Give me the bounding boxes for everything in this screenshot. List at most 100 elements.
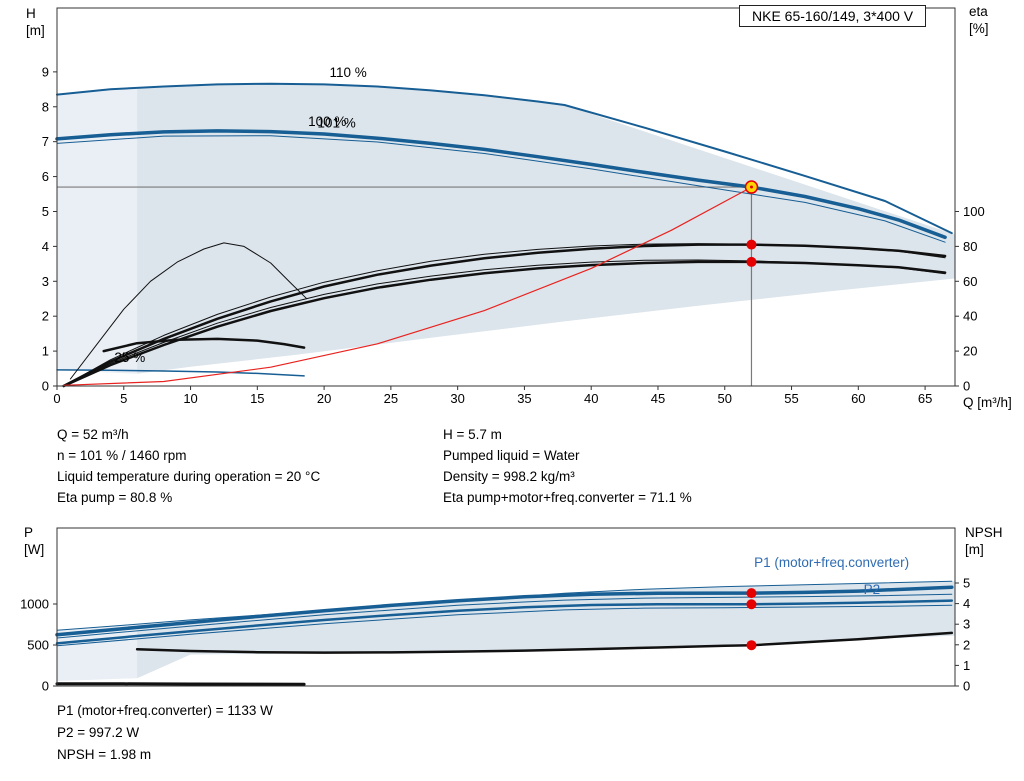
y-right-tick-label: 0 bbox=[963, 679, 970, 694]
x-tick-label: 30 bbox=[450, 391, 464, 406]
result-line: Pumped liquid = Water bbox=[443, 448, 580, 463]
eta-arc-small bbox=[69, 242, 308, 380]
y-left-tick-label: 1000 bbox=[20, 597, 49, 612]
axis-title-npsh-symbol: NPSH bbox=[965, 525, 1003, 540]
result-line: Eta pump+motor+freq.converter = 71.1 % bbox=[443, 490, 692, 505]
y-left-tick-label: 2 bbox=[42, 309, 49, 324]
y-right-tick-label: 1 bbox=[963, 658, 970, 673]
y-right-tick-label: 80 bbox=[963, 239, 977, 254]
y-right-tick-label: 4 bbox=[963, 596, 970, 611]
axis-title-h: H [m] bbox=[26, 5, 45, 39]
y-left-tick-label: 5 bbox=[42, 204, 49, 219]
y-right-tick-label: 3 bbox=[963, 617, 970, 632]
y-right-tick-label: 60 bbox=[963, 274, 977, 289]
result-line: Liquid temperature during operation = 20… bbox=[57, 469, 321, 484]
axis-title-q: Q [m³/h] bbox=[963, 395, 1012, 410]
y-right-tick-label: 20 bbox=[963, 344, 977, 359]
x-tick-label: 65 bbox=[918, 391, 932, 406]
y-left-tick-label: 6 bbox=[42, 169, 49, 184]
x-tick-label: 10 bbox=[183, 391, 197, 406]
x-tick-label: 35 bbox=[517, 391, 531, 406]
axis-title-p-symbol: P bbox=[24, 525, 34, 540]
x-tick-label: 25 bbox=[384, 391, 398, 406]
eta-pump bbox=[62, 243, 947, 388]
speed-envelope bbox=[137, 83, 955, 374]
axis-title-p-unit: [W] bbox=[24, 542, 45, 557]
duty-results-left: Q = 52 m³/h n = 101 % / 1460 rpm Liquid te… bbox=[57, 424, 320, 508]
duty-point-center bbox=[749, 185, 753, 189]
x-tick-label: 45 bbox=[651, 391, 665, 406]
result-line: Density = 998.2 kg/m³ bbox=[443, 469, 575, 484]
x-tick-label: 20 bbox=[317, 391, 331, 406]
x-tick-label: 60 bbox=[851, 391, 865, 406]
result-line: n = 101 % / 1460 rpm bbox=[57, 448, 187, 463]
eta-25pct bbox=[102, 337, 306, 353]
y-left-tick-label: 4 bbox=[42, 239, 49, 254]
p1 bbox=[55, 585, 954, 637]
power-npsh-chart-frame bbox=[56, 527, 956, 687]
qh-eta-chart-frame bbox=[56, 7, 956, 387]
x-tick-label: 40 bbox=[584, 391, 598, 406]
npsh bbox=[135, 631, 954, 654]
curve-label: P2 bbox=[864, 582, 881, 597]
y-left-tick-label: 0 bbox=[42, 679, 49, 694]
x-tick-label: 5 bbox=[120, 391, 127, 406]
y-right-tick-label: 40 bbox=[963, 309, 977, 324]
duty-dot bbox=[746, 588, 757, 599]
speed-envelope-light bbox=[57, 88, 138, 374]
y-left-tick-label: 500 bbox=[27, 638, 49, 653]
result-line: P2 = 997.2 W bbox=[57, 725, 140, 740]
y-left-tick-label: 9 bbox=[42, 64, 49, 79]
x-tick-label: 15 bbox=[250, 391, 264, 406]
system-curve bbox=[63, 186, 753, 386]
curve-100pct bbox=[56, 135, 946, 243]
axis-title-eta-symbol: eta bbox=[969, 4, 988, 19]
eta-total bbox=[62, 260, 947, 388]
duty-dot bbox=[746, 640, 757, 651]
axis-title-eta: eta [%] bbox=[969, 3, 989, 37]
curve-label: 101 % bbox=[317, 116, 355, 131]
result-line: Q = 52 m³/h bbox=[57, 427, 129, 442]
curve-110pct bbox=[56, 82, 953, 235]
p1-100pct bbox=[56, 593, 953, 639]
curve-label: 25 % bbox=[114, 350, 145, 365]
power-results: P1 (motor+freq.converter) = 1133 W P2 = 9… bbox=[57, 700, 273, 766]
axis-title-h-unit: [m] bbox=[26, 23, 45, 38]
axis-title-p: P [W] bbox=[24, 524, 44, 558]
axis-title-npsh-unit: [m] bbox=[965, 542, 984, 557]
result-line: Eta pump = 80.8 % bbox=[57, 490, 173, 505]
pump-name-box: NKE 65-160/149, 3*400 V bbox=[739, 5, 927, 27]
x-tick-label: 0 bbox=[53, 391, 60, 406]
power-npsh-chart: 0 500 1000 0 1 2 3 4 5 P1 (motor+freq.converter) P… bbox=[20, 527, 970, 694]
curve-label: 110 % bbox=[329, 65, 366, 80]
axis-title-eta-unit: [%] bbox=[969, 21, 989, 36]
y-right-tick-label: 100 bbox=[963, 204, 985, 219]
result-line: H = 5.7 m bbox=[443, 427, 502, 442]
duty-results-right: H = 5.7 m Pumped liquid = Water Density = … bbox=[443, 424, 692, 508]
p2 bbox=[55, 599, 954, 645]
axis-title-npsh: NPSH [m] bbox=[965, 524, 1003, 558]
curve-label: 100 % bbox=[308, 114, 346, 129]
y-right-tick-label: 0 bbox=[963, 379, 970, 394]
y-right-tick-label: 5 bbox=[963, 576, 970, 591]
y-left-tick-label: 1 bbox=[42, 344, 49, 359]
y-left-tick-label: 0 bbox=[42, 379, 49, 394]
duty-dot bbox=[746, 256, 757, 267]
p-min-speed bbox=[55, 682, 306, 686]
duty-dot bbox=[746, 239, 757, 250]
y-right-tick-label: 2 bbox=[963, 637, 970, 652]
y-left-tick-label: 8 bbox=[42, 99, 49, 114]
p2-100pct bbox=[56, 604, 953, 647]
curve-label: P1 (motor+freq.converter) bbox=[754, 555, 909, 570]
y-left-tick-label: 7 bbox=[42, 134, 49, 149]
y-left-tick-label: 3 bbox=[42, 274, 49, 289]
qh-eta-chart: 0 5 10 15 20 25 30 35 40 45 50 55 60 6501234567890204… bbox=[42, 7, 985, 406]
axis-title-h-symbol: H bbox=[26, 6, 36, 21]
result-line: NPSH = 1.98 m bbox=[57, 747, 152, 762]
x-tick-label: 50 bbox=[718, 391, 732, 406]
x-tick-label: 55 bbox=[784, 391, 798, 406]
duty-dot bbox=[746, 599, 757, 610]
curve-101pct bbox=[55, 129, 947, 240]
